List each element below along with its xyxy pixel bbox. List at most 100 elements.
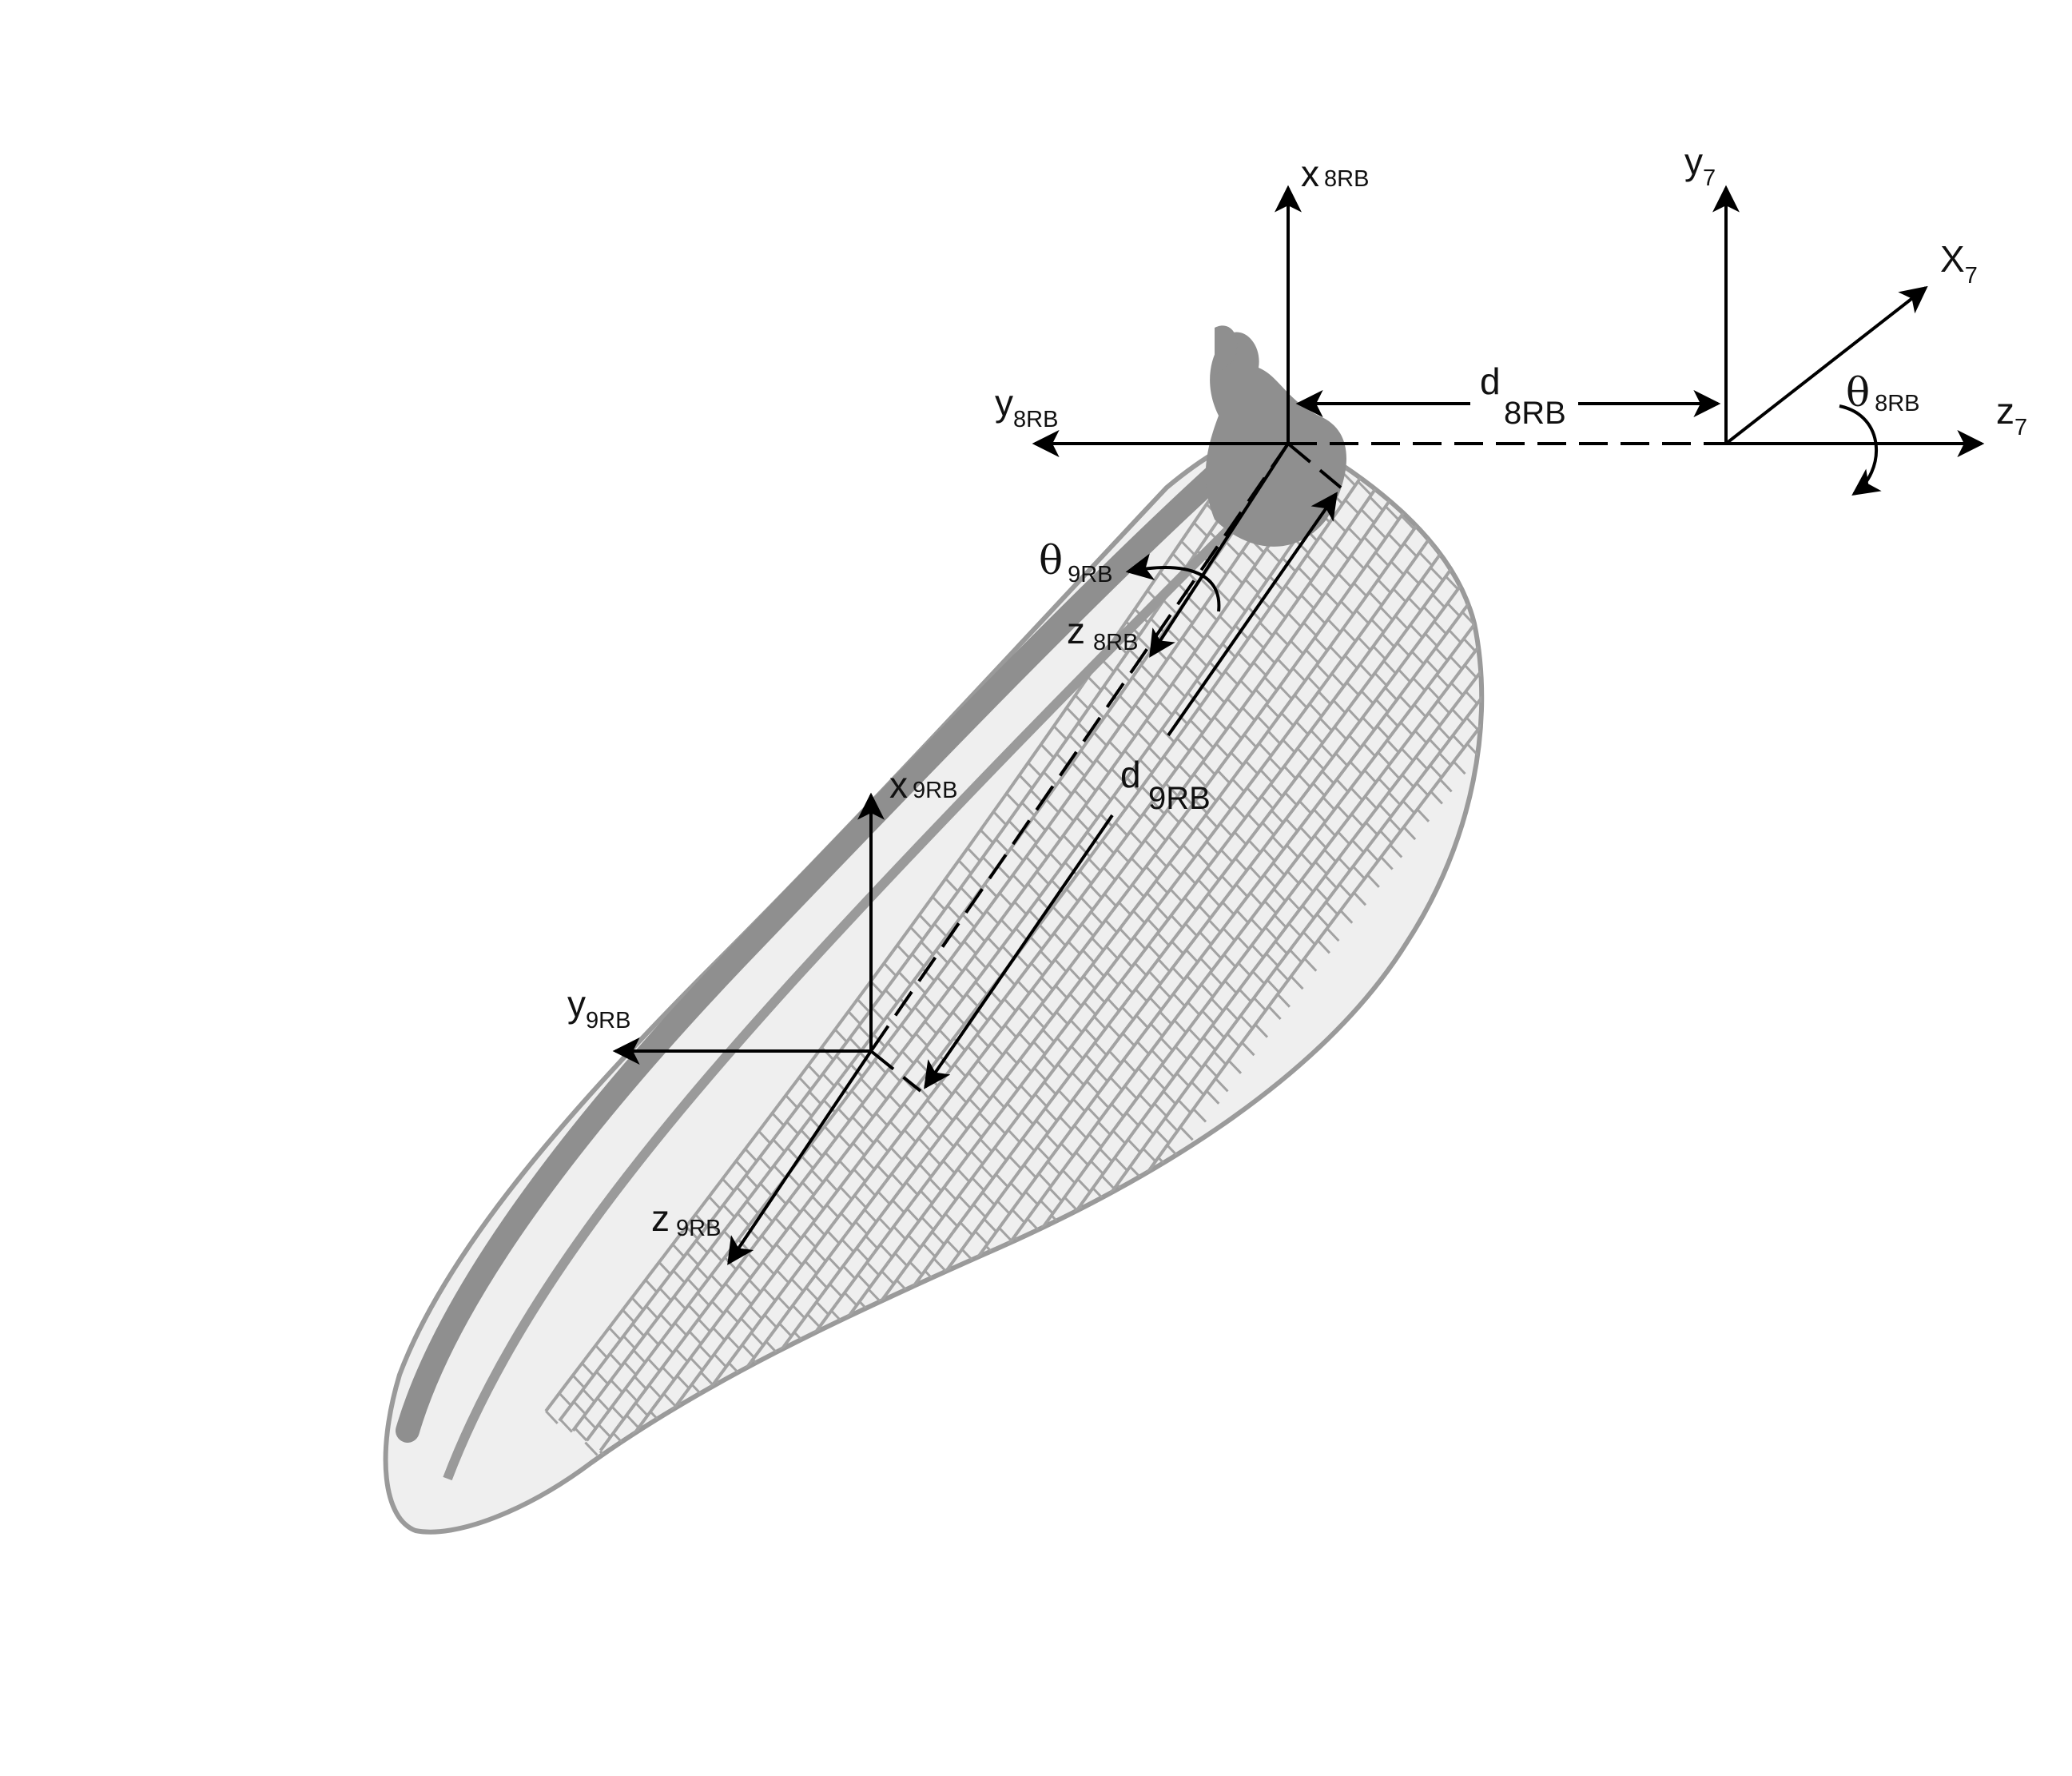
wing-cross-vein (889, 1094, 902, 1109)
wing-cross-vein (1090, 910, 1104, 926)
wing-cross-vein (809, 1143, 824, 1157)
wing-cross-vein (1235, 883, 1249, 898)
wing-cross-vein (1299, 826, 1313, 841)
wing-longitudinal-vein (1301, 906, 1324, 934)
wing-longitudinal-vein (1473, 596, 1482, 625)
wing-longitudinal-vein (722, 1433, 743, 1462)
wing-longitudinal-vein (922, 1105, 945, 1133)
wing-longitudinal-vein (1036, 872, 1059, 900)
wing-cross-vein (1158, 985, 1172, 999)
wing-longitudinal-vein (1008, 1246, 1030, 1275)
wing-cross-vein (1211, 688, 1226, 704)
wing-cross-vein (696, 1464, 711, 1479)
wing-cross-vein (943, 1463, 959, 1479)
wing-cross-vein (634, 1402, 649, 1417)
wing-longitudinal-vein (941, 1000, 963, 1028)
wing-longitudinal-vein (1019, 978, 1041, 1006)
wing-longitudinal-vein (689, 1448, 710, 1477)
wing-longitudinal-vein (989, 878, 1012, 906)
wing-cross-vein (1031, 1272, 1046, 1288)
wing-cross-vein (821, 1073, 836, 1088)
wing-cross-vein (1218, 796, 1232, 810)
wing-cross-vein (907, 1234, 921, 1249)
wing-longitudinal-vein (1333, 613, 1355, 642)
wing-cross-vein (689, 1356, 703, 1372)
wing-longitudinal-vein (1236, 938, 1259, 966)
wing-cross-vein (984, 883, 998, 898)
theta8rb-label: θ 8RB (1846, 369, 1920, 416)
wing-longitudinal-vein (746, 1254, 769, 1283)
wing-longitudinal-vein (689, 1331, 711, 1360)
wing-cross-vein (1289, 949, 1302, 964)
wing-cross-vein (1077, 843, 1092, 858)
wing-cross-vein (837, 1107, 851, 1122)
wing-cross-vein (1250, 634, 1265, 649)
wing-longitudinal-vein (1494, 572, 1513, 598)
wing-cross-vein (1055, 1269, 1070, 1284)
wing-cross-vein (836, 1081, 850, 1096)
wing-longitudinal-vein (1019, 1293, 1041, 1322)
wing-cross-vein (1000, 1254, 1015, 1269)
wing-cross-vein (1306, 554, 1321, 570)
wing-cross-vein (867, 1288, 882, 1303)
wing-cross-vein (1178, 608, 1194, 624)
wing-cross-vein (1296, 747, 1310, 762)
wing-cross-vein (1440, 520, 1455, 536)
wing-cross-vein (1176, 737, 1191, 752)
wing-longitudinal-vein (1102, 1117, 1124, 1145)
wing-cross-vein (1163, 755, 1178, 771)
wing-cross-vein (694, 1437, 709, 1452)
wing-cross-vein (710, 1248, 723, 1262)
wing-cross-vein (934, 1284, 949, 1300)
wing-cross-vein (1094, 1214, 1109, 1229)
wing-longitudinal-vein (1072, 1017, 1095, 1045)
wing-longitudinal-vein (1322, 566, 1345, 595)
wing-cross-vein (801, 1181, 815, 1196)
wing-cross-vein (1503, 670, 1514, 682)
wing-cross-vein (928, 1151, 941, 1166)
wing-cross-vein (875, 1112, 889, 1127)
wing-cross-vein (1174, 1045, 1188, 1061)
wing-cross-vein (1134, 988, 1148, 1002)
wing-cross-vein (1187, 1028, 1202, 1042)
wing-longitudinal-vein (1037, 1267, 1060, 1296)
wing-longitudinal-vein (1041, 1113, 1064, 1141)
wing-cross-vein (1330, 672, 1345, 687)
wing-cross-vein (771, 1112, 785, 1127)
wing-cross-vein (1082, 777, 1097, 792)
wing-cross-vein (809, 1367, 825, 1382)
wing-cross-vein (911, 953, 925, 968)
wing-cross-vein (801, 1440, 817, 1455)
wing-longitudinal-vein (1535, 602, 1554, 627)
wing-longitudinal-vein (1112, 769, 1134, 798)
wing-cross-vein (889, 1146, 904, 1161)
wing-longitudinal-vein (1326, 766, 1348, 794)
wing-longitudinal-vein (1074, 820, 1096, 849)
wing-cross-vein (963, 940, 977, 955)
wing-cross-vein (1237, 652, 1252, 667)
wing-longitudinal-vein (1050, 1158, 1072, 1186)
wing-longitudinal-vein (1295, 941, 1318, 970)
wing-longitudinal-vein (1131, 585, 1152, 614)
wing-cross-vein (873, 1060, 887, 1074)
wing-cross-vein (900, 1333, 915, 1348)
wing-cross-vein (945, 1213, 959, 1228)
wing-longitudinal-vein (729, 1517, 751, 1532)
wing-cross-vein (1422, 606, 1437, 621)
wing-cross-vein (1247, 606, 1263, 622)
wing-cross-vein (955, 1348, 970, 1364)
wing-longitudinal-vein (1175, 854, 1198, 882)
wing-cross-vein (776, 1476, 792, 1492)
wing-cross-vein (857, 1273, 871, 1288)
wing-longitudinal-vein (968, 1099, 991, 1127)
d9rb-arrow-top (1167, 492, 1338, 737)
wing-cross-vein (815, 1300, 829, 1316)
wing-longitudinal-vein (1167, 532, 1188, 561)
wing-cross-vein (1211, 1024, 1226, 1039)
wing-cross-vein (1134, 704, 1149, 719)
wing-longitudinal-vein (980, 831, 1002, 860)
wing-longitudinal-vein (1300, 826, 1322, 854)
wing-cross-vein (1205, 1089, 1220, 1105)
wing-longitudinal-vein (880, 1429, 901, 1458)
wing-cross-vein (829, 1535, 842, 1548)
